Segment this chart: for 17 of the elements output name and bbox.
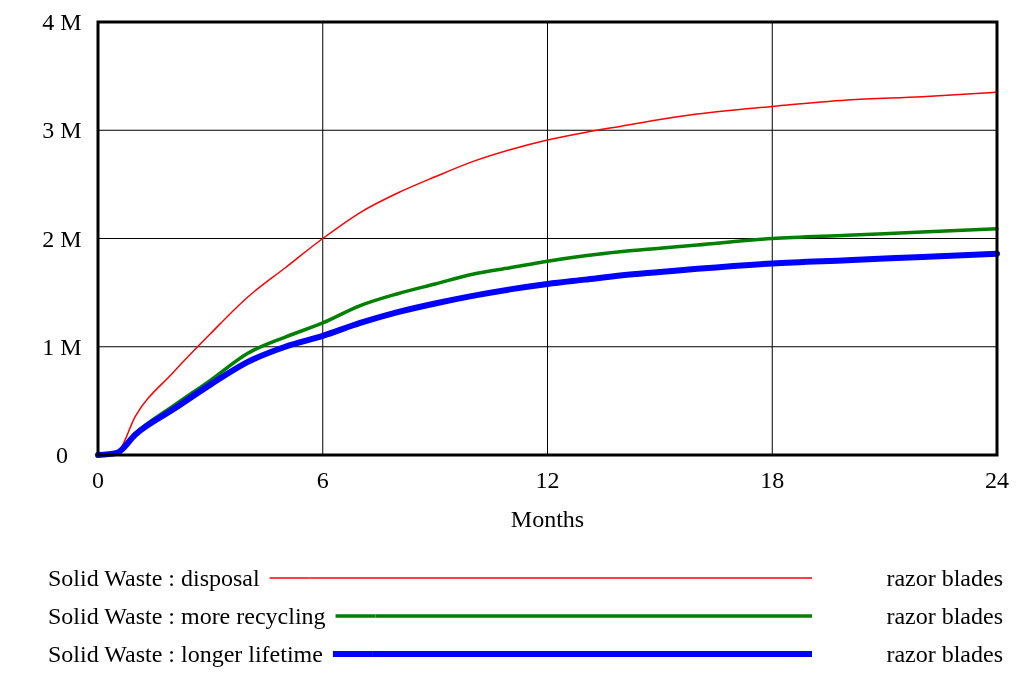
x-axis-title: Months (510, 506, 585, 532)
x-tick-label: 6 (316, 467, 329, 493)
y-tick-label: 2 M (42, 225, 82, 252)
legend-label: Solid Waste : longer lifetime (48, 641, 323, 667)
y-tick-label: 3 M (42, 117, 82, 144)
text: razor blades (886, 565, 1003, 591)
y-tick-label: 1 M (42, 333, 82, 360)
x-tick-label: 18 (760, 467, 785, 493)
text: razor blades (886, 641, 1003, 667)
x-tick-label: 0 (92, 467, 104, 493)
legend-label: Solid Waste : disposal (48, 565, 260, 591)
text: razor blades (886, 603, 1003, 629)
y-tick-label: 0 (56, 442, 68, 468)
y-tick-label: 4 M (42, 9, 82, 35)
legend-label: Solid Waste : more recycling (48, 603, 326, 629)
x-tick-label: 24 (985, 467, 1009, 493)
x-tick-label: 12 (535, 467, 560, 493)
